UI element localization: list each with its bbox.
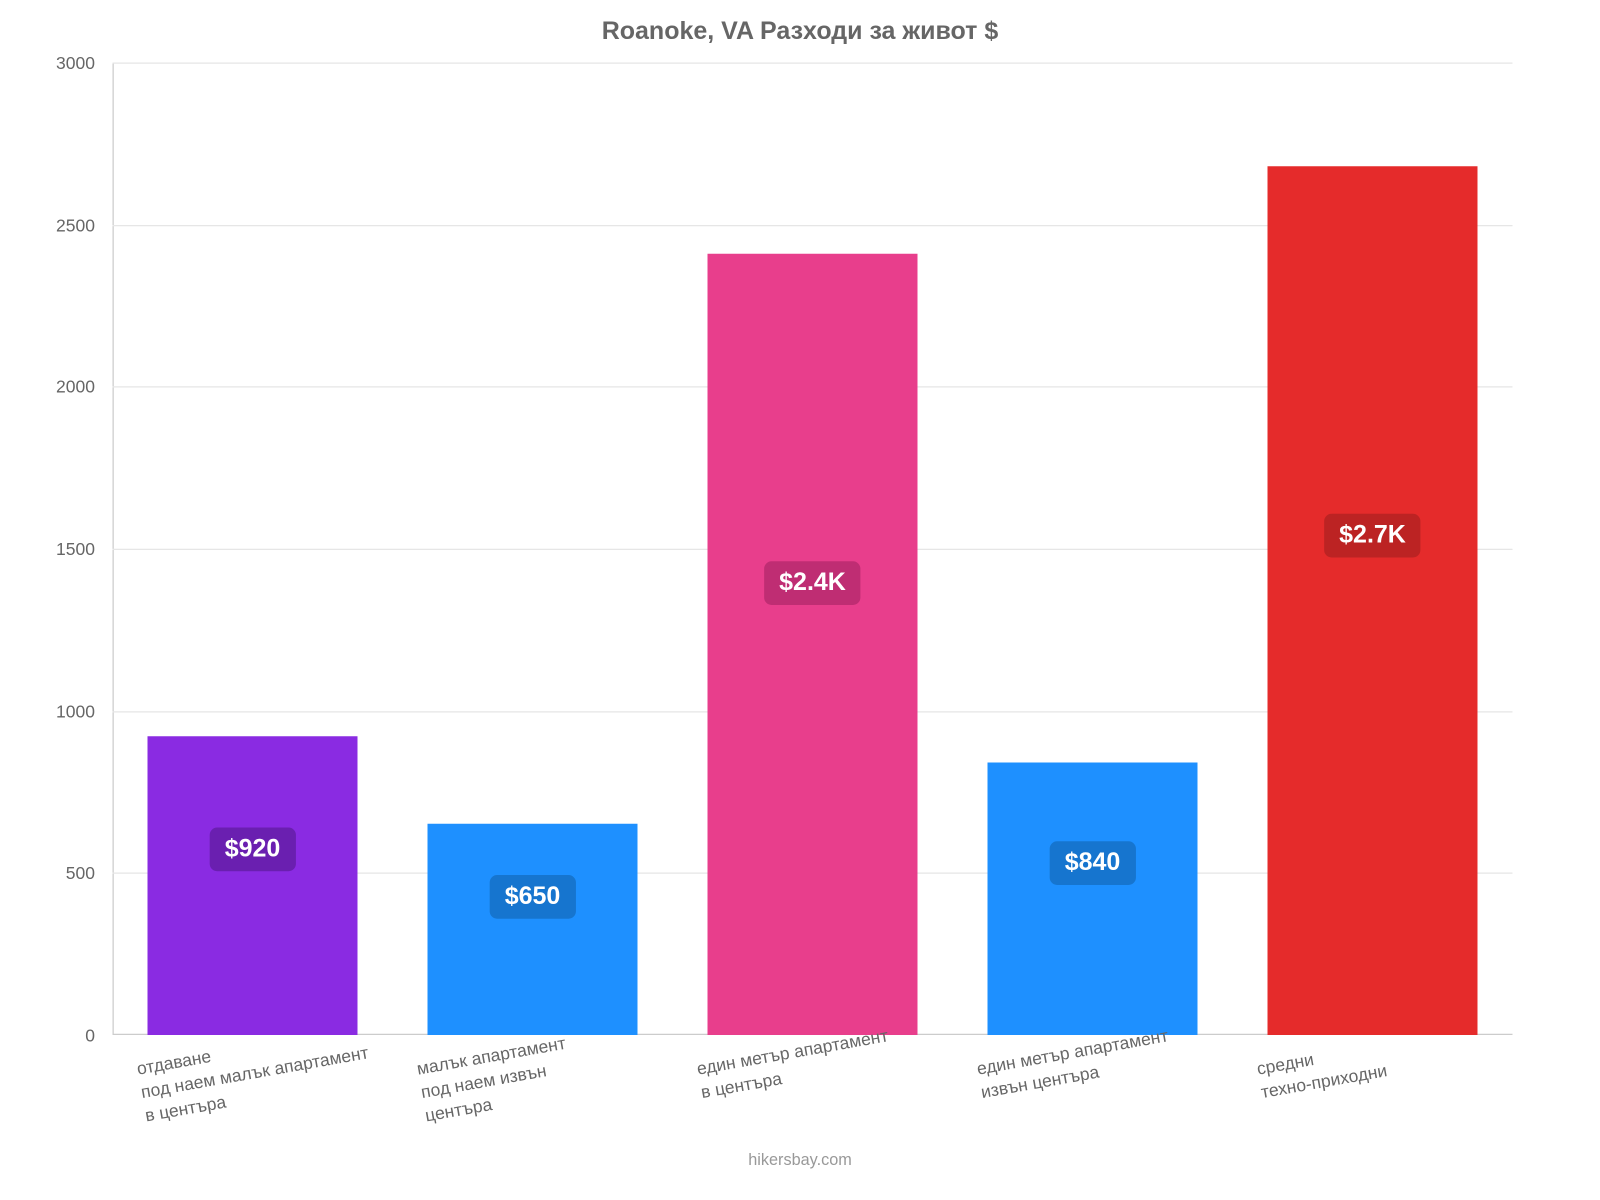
bar-value-label: $650 [490,875,576,919]
ytick-label: 0 [85,1025,112,1045]
gridline [113,63,1513,64]
ytick-label: 3000 [56,53,112,73]
xtick-label: малък апартамент под наем извън центъра [415,1031,576,1127]
bar-value-label: $2.7K [1324,513,1421,557]
bar-value-label: $2.4K [764,562,861,606]
ytick-label: 1000 [56,701,112,721]
xtick-label: един метър апартамент извън центъра [975,1024,1174,1104]
bar-value-label: $920 [210,827,296,871]
bar: $2.7K [1268,166,1478,1035]
ytick-label: 2500 [56,215,112,235]
bar: $2.4K [708,254,918,1035]
ytick-label: 500 [66,863,113,883]
plot-area: 050010001500200025003000$920$650$2.4K$84… [113,63,1513,1036]
xtick-label: един метър апартамент в центъра [695,1024,894,1104]
bar: $650 [428,824,638,1035]
bar: $840 [988,763,1198,1035]
chart-title: Roanoke, VA Разходи за живот $ [0,18,1600,47]
ytick-label: 1500 [56,539,112,559]
ytick-label: 2000 [56,377,112,397]
bar-value-label: $840 [1050,842,1136,886]
xtick-label: средни техно-приходни [1255,1035,1389,1104]
attribution: hikersbay.com [0,1150,1600,1169]
bar: $920 [148,737,358,1035]
